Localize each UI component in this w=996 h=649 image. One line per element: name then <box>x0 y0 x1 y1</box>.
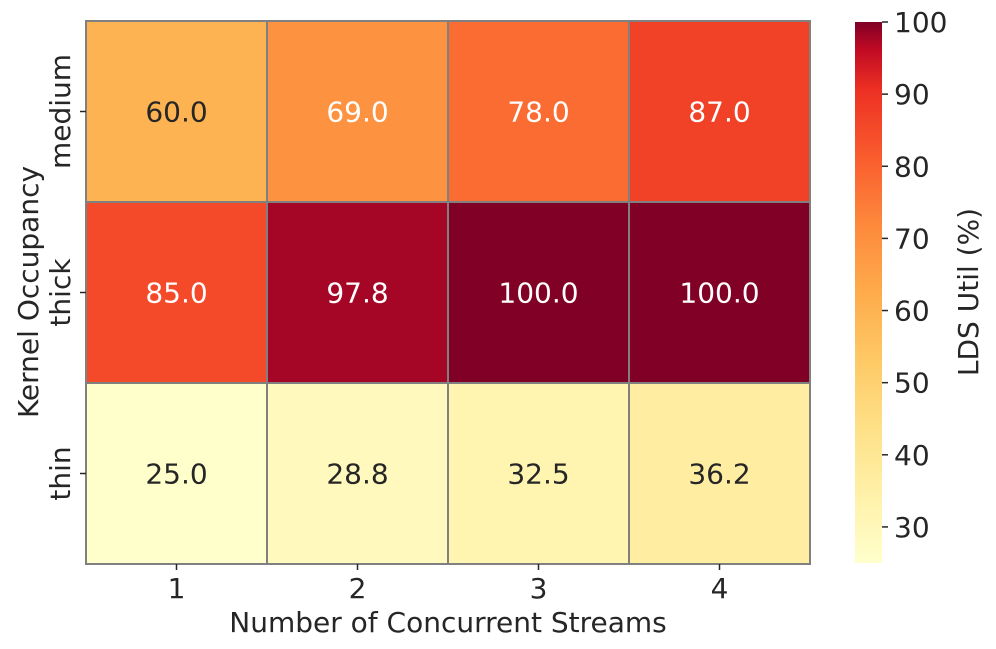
cell-value-label: 100.0 <box>679 277 759 310</box>
y-tick-labels: medium thick thin <box>44 54 86 501</box>
cell-value-label: 36.2 <box>688 458 750 491</box>
cell-value-label: 69.0 <box>326 96 388 129</box>
heatmap-cell <box>85 20 268 203</box>
x-axis-label: Number of Concurrent Streams <box>229 606 667 639</box>
cell-annotations: 60.0 69.0 78.0 87.0 85.0 97.8 100.0 100.0 25.0 28… <box>145 96 759 491</box>
colorbar-label: LDS Util (%) <box>952 208 985 376</box>
colorbar <box>855 22 882 563</box>
heatmap-cell <box>628 201 811 384</box>
y-tick-label: thick <box>44 258 77 327</box>
heatmap-cell <box>266 20 449 203</box>
cell-value-label: 32.5 <box>507 458 569 491</box>
heatmap-cell <box>628 20 811 203</box>
heatmap-cell <box>266 201 449 384</box>
colorbar-tick-label: 50 <box>894 367 930 400</box>
x-tick-label: 4 <box>711 572 729 605</box>
cell-value-label: 100.0 <box>498 277 578 310</box>
colorbar-ticks: 30 40 50 60 70 80 90 100 <box>882 6 947 544</box>
heatmap-cell <box>628 382 811 565</box>
y-axis-label: Kernel Occupancy <box>12 166 45 418</box>
colorbar-tick-label: 90 <box>894 78 930 111</box>
cell-value-label: 85.0 <box>145 277 207 310</box>
cell-value-label: 25.0 <box>145 458 207 491</box>
y-tick-label: medium <box>44 54 77 169</box>
cell-value-label: 87.0 <box>688 96 750 129</box>
heatmap-cell <box>447 20 630 203</box>
x-tick-labels: 1 2 3 4 <box>168 564 729 605</box>
colorbar-tick-label: 60 <box>894 295 930 328</box>
x-tick-label: 1 <box>168 572 186 605</box>
cell-value-label: 28.8 <box>326 458 388 491</box>
x-tick-label: 3 <box>530 572 548 605</box>
colorbar-tick-label: 70 <box>894 222 930 255</box>
y-tick-label: thin <box>44 446 77 500</box>
x-tick-label: 2 <box>349 572 367 605</box>
cell-value-label: 78.0 <box>507 96 569 129</box>
cell-value-label: 60.0 <box>145 96 207 129</box>
heatmap-cell <box>85 201 268 384</box>
colorbar-tick-label: 40 <box>894 439 930 472</box>
colorbar-tick-label: 100 <box>894 6 947 39</box>
heatmap-cells <box>85 20 811 565</box>
heatmap-cell <box>266 382 449 565</box>
colorbar-tick-label: 30 <box>894 511 930 544</box>
colorbar-tick-label: 80 <box>894 150 930 183</box>
cell-value-label: 97.8 <box>326 277 388 310</box>
